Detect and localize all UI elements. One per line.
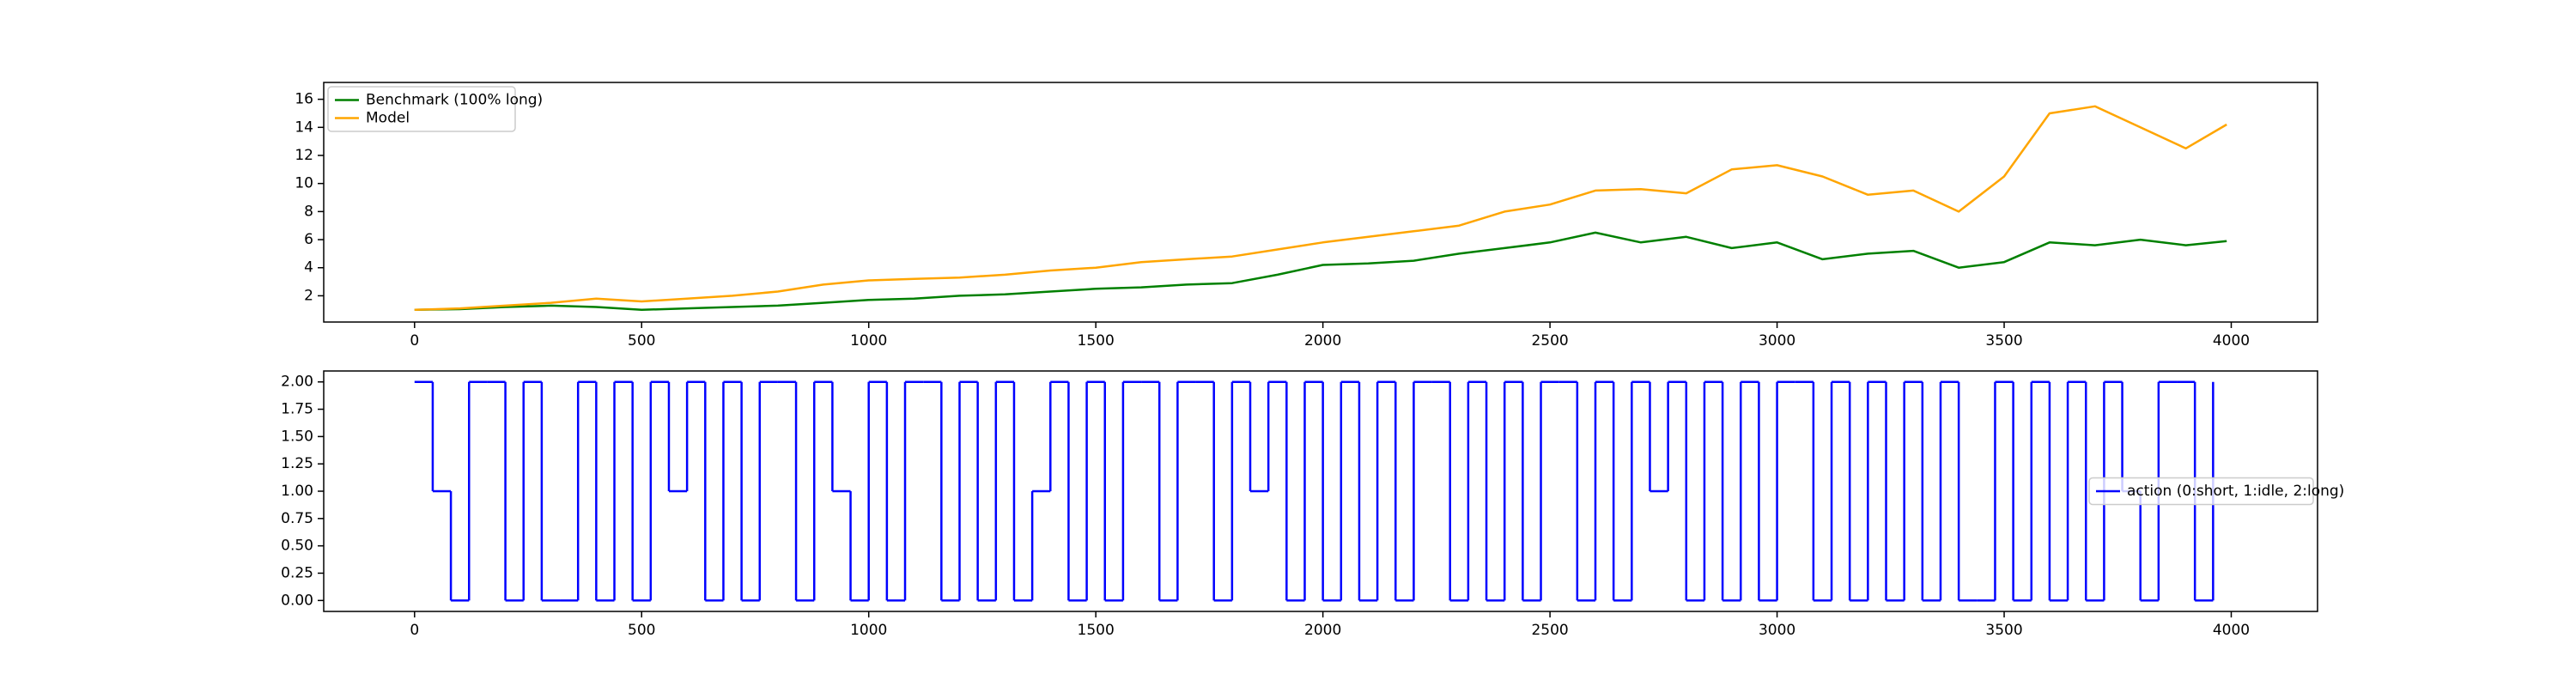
axes-frame bbox=[323, 82, 2318, 323]
y-tick-label: 0.75 bbox=[281, 510, 313, 527]
legend-box bbox=[2088, 477, 2314, 506]
axes-frame bbox=[323, 370, 2318, 612]
x-tick-label: 3500 bbox=[1985, 622, 2022, 639]
y-tick-label: 1.75 bbox=[281, 401, 313, 418]
legend-label: action (0:short, 1:idle, 2:long) bbox=[2127, 483, 2344, 500]
y-tick-label: 12 bbox=[295, 147, 313, 164]
series-line bbox=[414, 105, 2227, 312]
x-tick-label: 500 bbox=[628, 332, 655, 350]
x-tick-label: 1000 bbox=[850, 332, 887, 350]
x-tick-label: 3000 bbox=[1759, 332, 1795, 350]
y-tick-label: 16 bbox=[295, 91, 313, 108]
x-tick-label: 1500 bbox=[1078, 622, 1115, 639]
x-tick-label: 2500 bbox=[1531, 332, 1568, 350]
y-tick-label: 4 bbox=[304, 259, 313, 277]
x-tick-label: 2000 bbox=[1304, 332, 1341, 350]
y-tick-label: 0.25 bbox=[281, 564, 313, 581]
y-tick-label: 0.00 bbox=[281, 592, 313, 609]
x-tick-label: 3000 bbox=[1759, 622, 1795, 639]
y-tick-label: 8 bbox=[304, 203, 313, 220]
subplot: 0 500 1000 1500 2000 2500 3000 3500 4000 2 4 6 8 10 12… bbox=[295, 82, 2318, 350]
y-tick-label: 10 bbox=[295, 175, 313, 192]
x-tick-label: 0 bbox=[410, 332, 419, 350]
y-tick-label: 14 bbox=[295, 119, 313, 136]
y-tick-label: 1.25 bbox=[281, 455, 313, 472]
y-tick-label: 1.50 bbox=[281, 428, 313, 445]
y-tick-label: 0.50 bbox=[281, 538, 313, 555]
x-tick-label: 1500 bbox=[1078, 332, 1115, 350]
y-tick-label: 6 bbox=[304, 231, 313, 248]
x-tick-label: 1000 bbox=[850, 622, 887, 639]
x-tick-label: 0 bbox=[410, 622, 419, 639]
subplot: 0 500 1000 1500 2000 2500 3000 3500 4000 0.00 0.25… bbox=[281, 370, 2344, 639]
legend-label: Model bbox=[366, 110, 410, 127]
x-tick-label: 3500 bbox=[1985, 332, 2022, 350]
x-tick-label: 500 bbox=[628, 622, 655, 639]
y-tick-label: 1.00 bbox=[281, 483, 313, 500]
series-line bbox=[414, 231, 2227, 312]
y-tick-label: 2 bbox=[304, 287, 313, 304]
legend-box bbox=[327, 86, 516, 132]
x-tick-label: 4000 bbox=[2213, 622, 2250, 639]
y-tick-label: 2.00 bbox=[281, 374, 313, 391]
x-tick-label: 2500 bbox=[1531, 622, 1568, 639]
legend-label: Benchmark (100% long) bbox=[366, 92, 543, 109]
x-tick-label: 2000 bbox=[1304, 622, 1341, 639]
x-tick-label: 4000 bbox=[2213, 332, 2250, 350]
